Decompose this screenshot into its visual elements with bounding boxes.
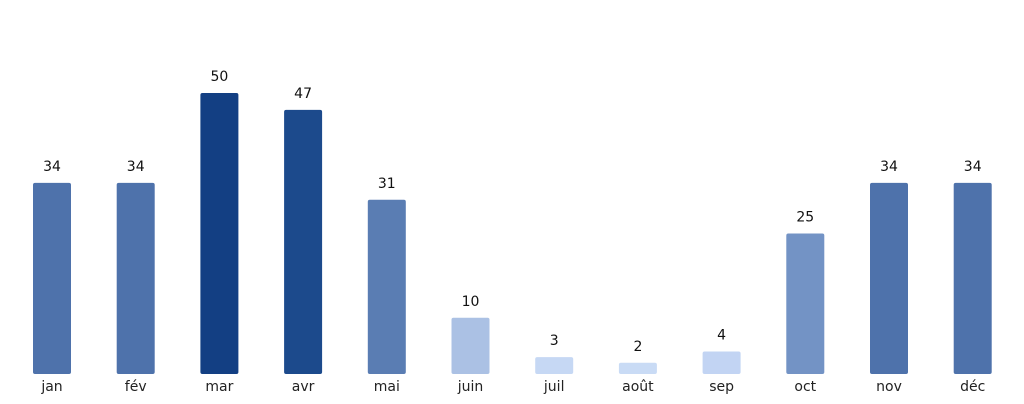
x-tick-label-mar: mar — [205, 379, 233, 395]
x-tick-label-déc: déc — [960, 379, 985, 395]
bar-fév — [116, 182, 155, 374]
bar-juil — [535, 357, 574, 374]
bar-jan — [33, 182, 71, 374]
x-tick-label-mai: mai — [374, 379, 400, 395]
value-label-août: 2 — [633, 339, 642, 355]
x-tick-label-nov: nov — [876, 379, 902, 395]
x-tick-label-jan: jan — [40, 379, 62, 395]
x-tick-label-août: août — [622, 379, 654, 395]
x-tick-label-fév: fév — [125, 379, 147, 395]
value-label-fév: 34 — [127, 159, 145, 175]
x-tick-label-avr: avr — [292, 379, 315, 395]
bars-group — [33, 93, 992, 375]
value-label-mar: 50 — [210, 69, 228, 85]
value-label-oct: 25 — [796, 210, 814, 226]
value-label-jan: 34 — [43, 159, 61, 175]
x-tick-label-juin: juin — [457, 379, 484, 395]
bar-sep — [702, 351, 741, 374]
value-label-juil: 3 — [550, 333, 559, 349]
value-label-mai: 31 — [378, 176, 396, 192]
x-tick-label-sep: sep — [709, 379, 734, 395]
bar-mar — [200, 93, 239, 374]
bar-juin — [451, 317, 490, 374]
bar-août — [618, 362, 657, 374]
bar-avr — [284, 109, 323, 375]
x-tick-labels-group: jan fév mar avr mai juin juil août sep oct nov déc — [40, 379, 985, 395]
bar-mai — [367, 199, 406, 374]
x-tick-label-oct: oct — [794, 379, 816, 395]
value-label-juin: 10 — [462, 294, 480, 310]
value-label-avr: 47 — [294, 86, 312, 102]
bar-déc — [953, 182, 992, 374]
value-label-nov: 34 — [880, 159, 898, 175]
x-tick-label-juil: juil — [543, 379, 565, 395]
bar-nov — [870, 182, 908, 374]
bar-oct — [786, 233, 825, 374]
value-label-sep: 4 — [717, 328, 726, 344]
value-label-déc: 34 — [964, 159, 982, 175]
value-labels-group: 34 34 50 47 31 10 3 2 4 25 34 34 — [43, 69, 982, 355]
